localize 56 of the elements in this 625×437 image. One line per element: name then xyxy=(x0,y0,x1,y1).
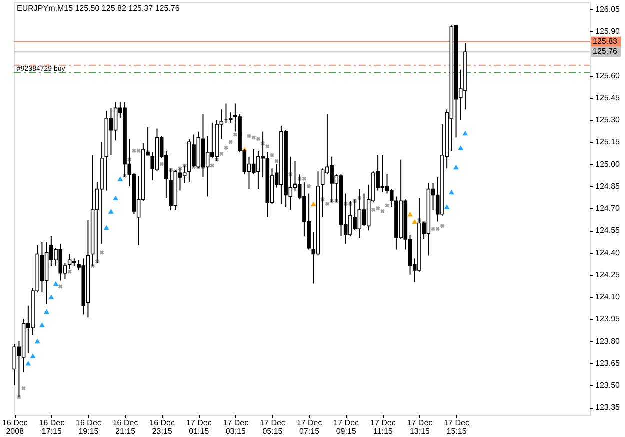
y-tick-label: 125.00 xyxy=(596,160,621,169)
y-tick-label: 124.70 xyxy=(596,204,621,213)
candlestick xyxy=(12,344,17,386)
ref-line-label: 125.76 xyxy=(593,47,618,56)
point xyxy=(444,204,450,210)
y-tick-label: 123.35 xyxy=(596,403,621,412)
point xyxy=(113,196,119,201)
y-tick-label: 124.55 xyxy=(596,226,621,236)
point xyxy=(412,219,418,224)
y-tick-label: 124.85 xyxy=(596,182,621,191)
point xyxy=(26,361,32,366)
point xyxy=(44,309,50,314)
point xyxy=(458,146,464,150)
ref-line-label: 125.83 xyxy=(593,36,618,46)
point xyxy=(462,130,468,136)
point xyxy=(454,164,460,170)
chart-title: EURJPYm,M15 125.50 125.82 125.37 125.76 xyxy=(17,4,180,13)
x-tick-label: 17 Dec 05:15 xyxy=(260,418,286,436)
y-tick-label: 125.45 xyxy=(596,93,621,102)
y-tick-label: 123.65 xyxy=(596,358,621,368)
point xyxy=(118,176,124,182)
y-tick-label: 124.25 xyxy=(596,270,621,280)
x-tick-label: 16 Dec 21:15 xyxy=(112,418,138,436)
y-tick-label: 123.95 xyxy=(596,314,621,324)
point xyxy=(30,354,36,358)
x-tick-label: 16 Dec 17:15 xyxy=(39,418,65,436)
y-tick-label: 124.40 xyxy=(596,248,621,258)
y-tick-label: 126.05 xyxy=(596,4,621,14)
x-tick-label: 17 Dec 15:15 xyxy=(444,418,470,436)
x-tick-label: 17 Dec 01:15 xyxy=(186,418,212,436)
x-tick-label: 17 Dec 09:15 xyxy=(334,418,360,436)
point xyxy=(34,338,40,344)
candlestick xyxy=(228,112,233,124)
y-tick-label: 125.15 xyxy=(596,138,621,147)
point xyxy=(408,212,414,217)
y-tick-label: 125.30 xyxy=(596,116,621,124)
y-tick-label: 124.10 xyxy=(596,292,621,302)
point xyxy=(104,225,110,230)
x-tick-label: 17 Dec 11:15 xyxy=(370,418,396,436)
point xyxy=(310,202,316,206)
x-tick-label: 17 Dec 07:15 xyxy=(296,418,322,436)
x-tick-label: 16 Dec 2008 xyxy=(2,418,28,436)
x-tick-label: 16 Dec 19:15 xyxy=(76,418,102,436)
x-tick-label: 17 Dec 13:15 xyxy=(407,418,433,436)
y-tick-label: 125.90 xyxy=(596,27,621,36)
y-tick-label: 123.80 xyxy=(596,336,621,346)
y-tick-label: 123.50 xyxy=(596,381,621,390)
candlestick xyxy=(182,165,187,184)
x-tick-label: 16 Dec 23:15 xyxy=(150,418,176,436)
point xyxy=(39,322,45,328)
point xyxy=(53,281,59,286)
y-tick-label: 125.60 xyxy=(596,71,621,80)
point xyxy=(48,294,54,300)
point xyxy=(448,190,454,195)
point xyxy=(108,209,114,214)
x-tick-label: 17 Dec 03:15 xyxy=(223,418,249,436)
